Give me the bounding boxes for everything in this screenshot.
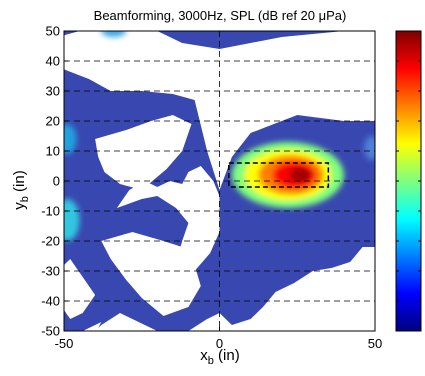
y-axis-label-sub: b [19, 196, 31, 202]
colorbar [395, 30, 422, 332]
heatmap-level [289, 167, 312, 183]
heatmap-region-white [116, 166, 220, 271]
grid-lines [64, 31, 375, 331]
heatmap-region-white [64, 31, 375, 190]
y-tick-label: -30 [41, 264, 60, 279]
y-tick-label: 0 [53, 174, 60, 189]
chart-title: Beamforming, 3000Hz, SPL (dB ref 20 μPa) [94, 8, 347, 23]
heatmap-level [64, 199, 80, 241]
heatmap-region-white [82, 322, 102, 331]
x-axis-label-main: x [200, 347, 208, 364]
y-tick-label: 10 [46, 144, 60, 159]
x-tick-label: 50 [368, 336, 382, 351]
y-tick-label: -10 [41, 204, 60, 219]
heatmap-region-white [95, 115, 192, 190]
y-axis: 50 40 30 20 10 0 -10 -20 -30 -40 -50 [41, 24, 68, 339]
y-tick-label: -40 [41, 294, 60, 309]
heatmap-level [101, 31, 127, 37]
heatmap-level [64, 124, 77, 154]
y-tick-label: 40 [46, 54, 60, 69]
heatmap-region-white [101, 232, 201, 316]
y-axis-label-unit: (in) [11, 170, 28, 196]
y-tick-label: -50 [41, 324, 60, 339]
heatmap-level [364, 136, 375, 160]
x-tick-label: -50 [55, 336, 74, 351]
x-axis-label-sub: b [208, 355, 214, 367]
x-axis-label: xb (in) [200, 347, 239, 367]
y-axis-label-main: y [11, 202, 28, 210]
heatmap-region-white [95, 247, 375, 331]
heatmap-region-white [64, 259, 96, 319]
source-region-box [228, 162, 330, 188]
x-axis-label-unit: (in) [214, 347, 240, 364]
x-axis: -50 0 50 [55, 327, 382, 351]
y-tick-label: -20 [41, 234, 60, 249]
x-tick-label: 0 [216, 336, 223, 351]
y-tick-label: 30 [46, 84, 60, 99]
y-axis-label: yb (in) [11, 170, 31, 209]
y-tick-label: 50 [46, 24, 60, 39]
y-tick-label: 20 [46, 114, 60, 129]
